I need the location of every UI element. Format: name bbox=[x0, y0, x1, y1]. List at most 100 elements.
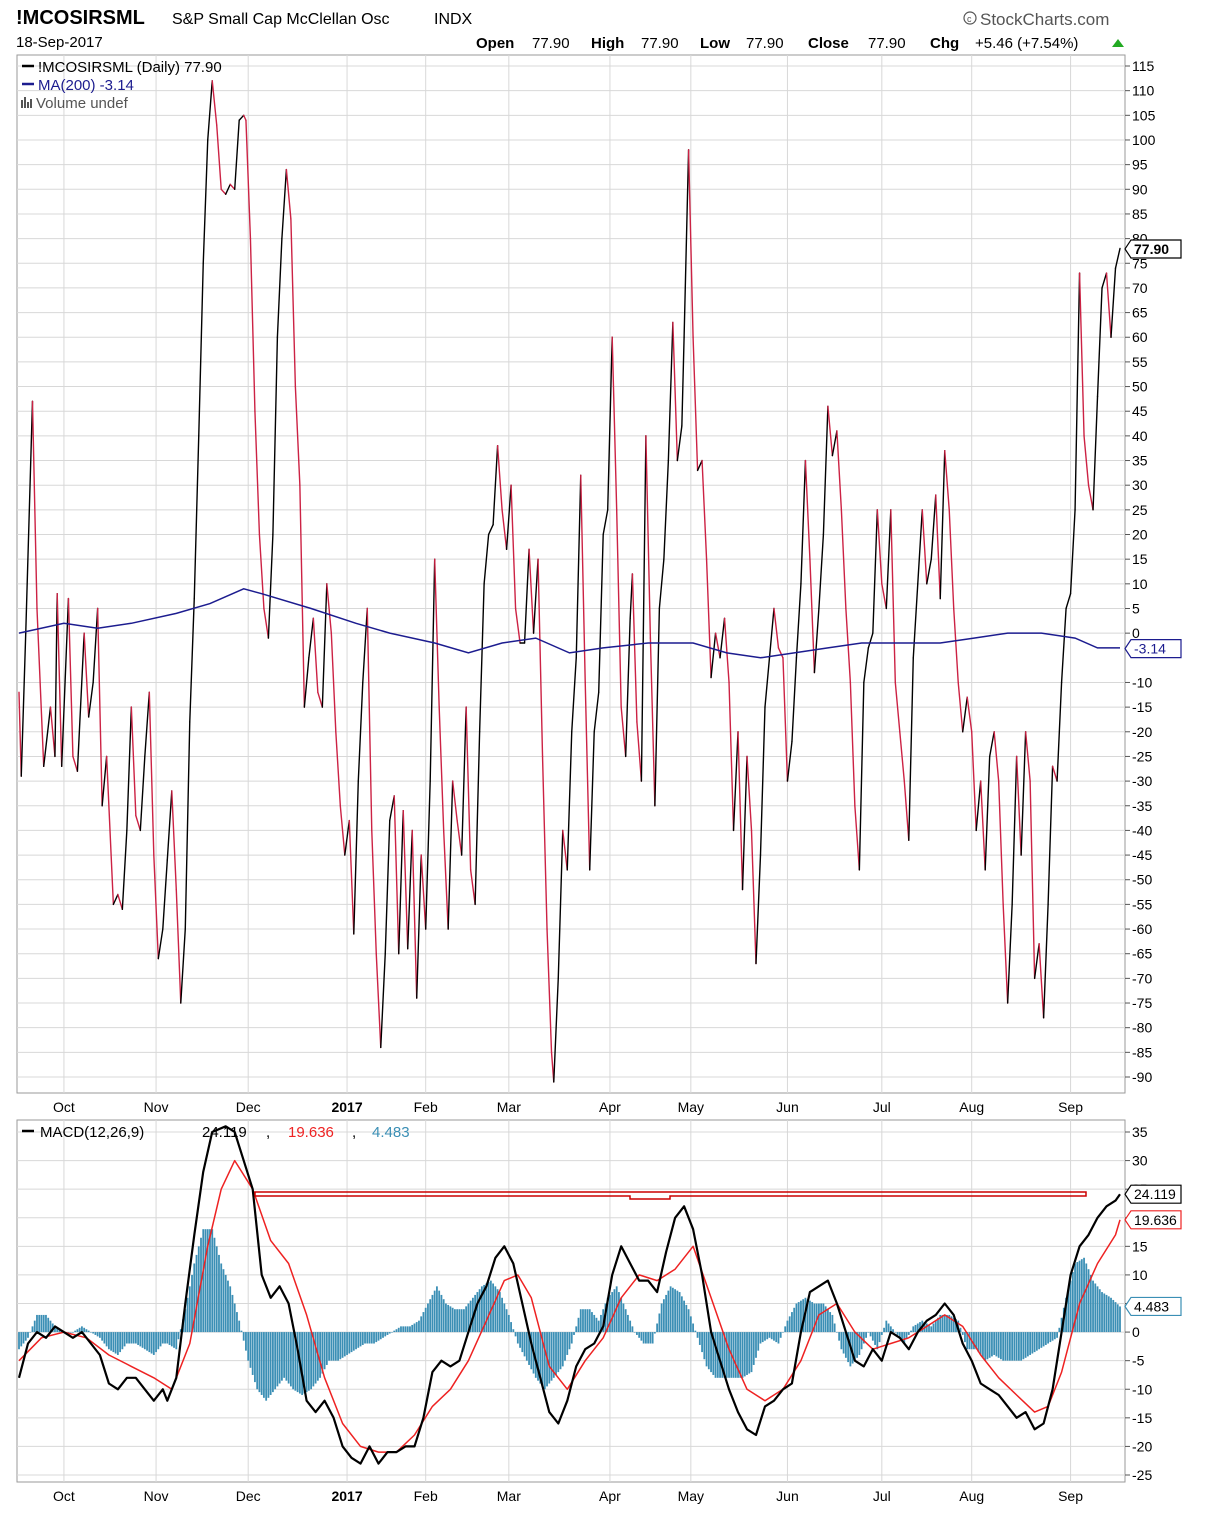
histogram-bar bbox=[343, 1332, 346, 1357]
histogram-bar bbox=[146, 1332, 148, 1351]
price-segment bbox=[245, 119, 252, 240]
histogram-bar bbox=[840, 1332, 843, 1350]
price-segment bbox=[130, 706, 137, 817]
price-segment bbox=[672, 321, 679, 462]
histogram-bar bbox=[1071, 1272, 1074, 1333]
price-segment bbox=[202, 139, 209, 264]
price-segment bbox=[175, 888, 182, 1004]
price-segment bbox=[83, 632, 90, 718]
histogram-bar bbox=[678, 1292, 681, 1333]
histogram-bar bbox=[157, 1332, 160, 1350]
price-segment bbox=[96, 607, 103, 807]
histogram-bar bbox=[575, 1326, 578, 1333]
histogram-bar bbox=[561, 1332, 564, 1367]
price-segment bbox=[741, 755, 748, 891]
histogram-bar bbox=[1011, 1332, 1014, 1361]
price-last-value-label: 77.90 bbox=[1134, 241, 1169, 257]
histogram-bar bbox=[874, 1332, 876, 1345]
watermark: c StockCharts.com bbox=[963, 10, 1109, 29]
macd-y-tick-label: -15 bbox=[1132, 1410, 1152, 1426]
histogram-bar bbox=[656, 1323, 659, 1333]
macd-x-tick-label: Jun bbox=[776, 1488, 799, 1504]
histogram-bar bbox=[896, 1332, 899, 1335]
histogram-bar bbox=[503, 1303, 506, 1333]
histogram-bar bbox=[892, 1329, 894, 1333]
price-segment bbox=[1078, 272, 1085, 437]
histogram-bar bbox=[382, 1332, 384, 1338]
histogram-bar bbox=[49, 1320, 52, 1333]
histogram-bar bbox=[296, 1332, 299, 1393]
price-segment bbox=[171, 790, 177, 891]
price-value-labels: 77.90 -3.14 bbox=[1124, 239, 1182, 659]
price-segment bbox=[1051, 765, 1058, 782]
open-value: 77.90 bbox=[532, 35, 570, 52]
histogram-bar bbox=[96, 1332, 99, 1337]
price-segment bbox=[220, 188, 227, 195]
price-segment bbox=[971, 731, 977, 832]
histogram-bar bbox=[1056, 1332, 1058, 1338]
histogram-bar bbox=[894, 1332, 897, 1333]
macd-series bbox=[17, 1125, 1121, 1465]
price-segment bbox=[768, 607, 775, 659]
macd-x-tick-label: Oct bbox=[53, 1488, 75, 1504]
histogram-bar bbox=[211, 1229, 214, 1333]
price-segment bbox=[953, 607, 959, 684]
price-segment bbox=[894, 681, 901, 733]
histogram-bar bbox=[18, 1332, 20, 1350]
histogram-bar bbox=[889, 1326, 892, 1333]
price-y-tick-label: -35 bbox=[1132, 798, 1152, 814]
price-segment bbox=[105, 755, 115, 906]
histogram-bar bbox=[454, 1309, 456, 1333]
histogram-bar bbox=[139, 1332, 142, 1347]
histogram-bar bbox=[478, 1289, 481, 1333]
price-segment bbox=[791, 657, 798, 743]
price-segment bbox=[997, 780, 1004, 906]
histogram-bar bbox=[123, 1332, 126, 1347]
price-segment bbox=[885, 509, 892, 610]
price-segment bbox=[56, 592, 63, 768]
histogram-bar bbox=[58, 1329, 61, 1333]
price-segment bbox=[225, 183, 231, 195]
histogram-bar bbox=[283, 1332, 286, 1378]
histogram-bar bbox=[696, 1332, 699, 1338]
histogram-bar bbox=[1047, 1332, 1049, 1344]
price-segment bbox=[465, 706, 472, 871]
price-segment bbox=[1101, 272, 1108, 289]
price-y-tick-label: 95 bbox=[1132, 157, 1148, 173]
histogram-bar bbox=[409, 1326, 411, 1333]
histogram-bar bbox=[1004, 1332, 1007, 1361]
histogram-bar bbox=[29, 1332, 32, 1333]
histogram-bar bbox=[559, 1332, 562, 1370]
histogram-bar bbox=[458, 1309, 461, 1333]
histogram-bar bbox=[737, 1332, 739, 1378]
price-segment bbox=[407, 829, 413, 950]
histogram-bar bbox=[33, 1320, 36, 1333]
price-segment bbox=[180, 928, 186, 1004]
price-segment bbox=[420, 854, 427, 930]
histogram-bar bbox=[173, 1332, 175, 1348]
histogram-bar bbox=[701, 1332, 703, 1353]
price-segment bbox=[696, 459, 703, 472]
histogram-bar bbox=[263, 1332, 265, 1398]
histogram-bar bbox=[170, 1332, 173, 1347]
histogram-bar bbox=[195, 1254, 198, 1333]
histogram-bar bbox=[869, 1332, 872, 1337]
histogram-bar bbox=[177, 1332, 180, 1340]
histogram-bar bbox=[370, 1332, 373, 1344]
price-segment bbox=[312, 617, 319, 694]
histogram-bar bbox=[209, 1229, 211, 1333]
histogram-bar bbox=[494, 1286, 497, 1333]
price-segment bbox=[930, 494, 937, 560]
price-segment bbox=[553, 977, 559, 1083]
price-panel-frame bbox=[16, 54, 1126, 1094]
price-segment bbox=[759, 706, 766, 856]
price-segment bbox=[710, 632, 717, 679]
price-segment bbox=[532, 558, 539, 634]
histogram-bar bbox=[1029, 1332, 1032, 1355]
macd-x-tick-label: Jul bbox=[873, 1488, 891, 1504]
histogram-bar bbox=[406, 1326, 409, 1333]
histogram-bar bbox=[427, 1303, 429, 1333]
price-segment bbox=[18, 691, 22, 777]
high-label: High bbox=[591, 35, 624, 52]
histogram-bar bbox=[525, 1332, 528, 1361]
